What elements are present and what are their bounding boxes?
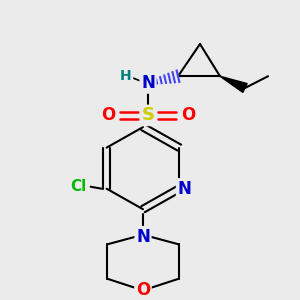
Text: N: N xyxy=(141,74,155,92)
Text: Cl: Cl xyxy=(70,179,87,194)
Text: N: N xyxy=(136,228,150,246)
Polygon shape xyxy=(220,76,247,92)
Text: O: O xyxy=(136,281,150,299)
Text: S: S xyxy=(142,106,154,124)
Text: O: O xyxy=(101,106,115,124)
Text: H: H xyxy=(120,69,132,83)
Text: O: O xyxy=(181,106,195,124)
Text: N: N xyxy=(177,180,191,198)
